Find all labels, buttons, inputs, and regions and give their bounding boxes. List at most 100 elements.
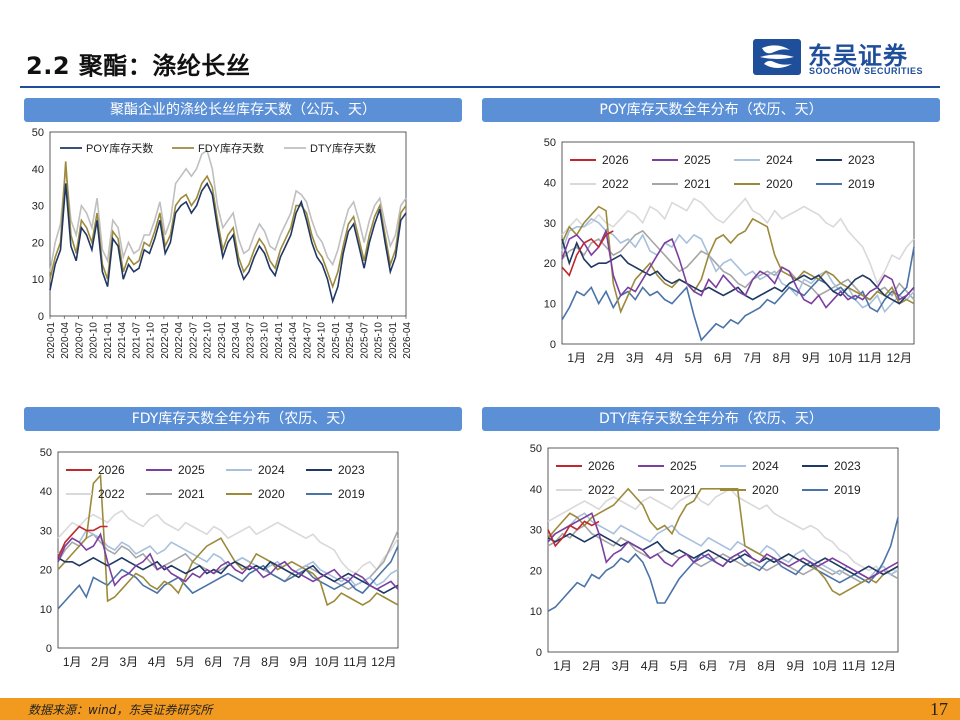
series-line-2020: [561, 205, 915, 315]
legend-label: 2020: [752, 483, 779, 497]
legend-label: FDY库存天数: [198, 141, 264, 155]
x-tick-label: 2025-07: [359, 322, 370, 359]
x-tick-label: 8月: [773, 351, 792, 365]
x-tick-label: 4月: [148, 655, 167, 669]
x-tick-label: 2021-04: [117, 322, 128, 359]
series-line-2023: [561, 238, 915, 305]
x-tick-label: 4月: [641, 659, 660, 673]
x-tick-label: 11月: [858, 351, 882, 365]
x-tick-label: 2024-10: [317, 322, 328, 359]
legend-label: 2019: [338, 487, 365, 501]
legend-label: 2024: [766, 153, 793, 167]
legend-label: 2025: [684, 153, 711, 167]
x-tick-label: 8月: [757, 659, 776, 673]
legend-label: POY库存天数: [86, 141, 153, 155]
legend-label: 2023: [338, 463, 365, 477]
y-tick-label: 10: [32, 274, 44, 286]
x-tick-label: 3月: [119, 655, 138, 669]
x-tick-label: 2026-01: [388, 322, 399, 359]
legend-label: DTY库存天数: [310, 141, 376, 155]
y-tick-label: 0: [550, 339, 556, 351]
y-tick-label: 10: [40, 604, 52, 616]
x-tick-label: 2021-07: [131, 322, 142, 359]
series-line-2024: [547, 512, 899, 580]
legend-label: 2025: [178, 463, 205, 477]
x-tick-label: 2022-01: [160, 322, 171, 359]
x-tick-label: 2023-10: [260, 322, 271, 359]
x-tick-label: 2022-07: [188, 322, 199, 359]
x-tick-label: 6月: [714, 351, 733, 365]
plot-frame: [561, 141, 915, 345]
legend-label: 2026: [98, 463, 125, 477]
plot-frame: [547, 447, 899, 653]
x-tick-label: 6月: [699, 659, 718, 673]
y-tick-label: 10: [530, 606, 542, 618]
legend-label: 2026: [602, 153, 629, 167]
x-tick-label: 2023-01: [217, 322, 228, 359]
x-tick-label: 8月: [261, 655, 280, 669]
legend-label: 2022: [602, 177, 629, 191]
x-tick-label: 2月: [91, 655, 110, 669]
series-line-2019: [547, 517, 899, 612]
plot-frame: [57, 451, 399, 649]
series-line-2019: [57, 545, 399, 610]
series-line-2025: [561, 228, 915, 309]
series-line-DTY库存天数: [49, 149, 407, 272]
legend-label: 2023: [834, 459, 861, 473]
x-tick-label: 2022-04: [174, 322, 185, 359]
x-tick-label: 10月: [828, 351, 853, 365]
page-title: 2.2 聚酯：涤纶长丝: [26, 52, 251, 80]
legend-label: 2020: [258, 487, 285, 501]
series-line-2026: [57, 525, 108, 559]
footer-bar: [0, 698, 960, 720]
series-line-2025: [547, 512, 899, 580]
y-tick-label: 40: [544, 177, 556, 189]
x-tick-label: 4月: [655, 351, 674, 365]
footer-source: 数据来源：wind，东吴证券研究所: [28, 703, 213, 717]
legend-label: 2024: [258, 463, 285, 477]
legend-label: 2021: [178, 487, 205, 501]
x-tick-label: 2025-04: [345, 322, 356, 359]
panel-title-2: POY库存天数全年分布（农历、天）: [482, 98, 940, 122]
series-line-2022: [57, 509, 399, 575]
y-tick-label: 30: [544, 218, 556, 230]
x-tick-label: 11月: [343, 655, 367, 669]
chart-poy-lunar-distribution: 0 10 20 30 40 50 1月 2月 3月 4月 5月 6月 7月 8月 9月 10月 11月 12月 20…: [544, 137, 915, 365]
x-tick-label: 2月: [582, 659, 601, 673]
y-tick-label: 30: [40, 525, 52, 537]
x-tick-label: 9月: [787, 659, 806, 673]
x-tick-label: 7月: [233, 655, 252, 669]
x-tick-label: 9月: [289, 655, 308, 669]
x-tick-label: 7月: [743, 351, 762, 365]
x-tick-label: 5月: [685, 351, 704, 365]
panel-title-3: FDY库存天数全年分布（农历、天）: [24, 407, 462, 431]
x-tick-label: 2021-10: [146, 322, 157, 359]
x-tick-label: 2021-01: [103, 322, 114, 359]
series-line-2021: [547, 524, 899, 584]
series-line-2020: [57, 473, 399, 607]
logo-cn-text: 东吴证券: [808, 42, 908, 70]
x-tick-label: 2022-10: [203, 322, 214, 359]
series-line-2019: [561, 246, 915, 342]
series-line-2022: [547, 487, 898, 576]
x-tick-label: 2020-07: [74, 322, 85, 359]
x-tick-label: 10月: [812, 659, 837, 673]
series-line-2022: [561, 197, 915, 286]
x-tick-label: 2024-07: [302, 322, 313, 359]
x-tick-label: 2025-01: [331, 322, 342, 359]
x-tick-label: 3月: [612, 659, 631, 673]
y-tick-label: 0: [536, 647, 542, 659]
x-tick-label: 2020-01: [46, 322, 57, 359]
y-tick-label: 30: [32, 201, 44, 213]
y-tick-label: 50: [32, 127, 44, 139]
x-tick-label: 10月: [314, 655, 339, 669]
x-tick-label: 1月: [567, 351, 586, 365]
series-line-2024: [561, 217, 915, 314]
logo-mark-icon: [753, 39, 801, 75]
series-line-2020: [547, 487, 899, 596]
x-tick-label: 2月: [597, 351, 616, 365]
y-tick-label: 0: [38, 311, 44, 323]
series-line-2025: [57, 532, 399, 591]
legend-label: 2024: [752, 459, 779, 473]
